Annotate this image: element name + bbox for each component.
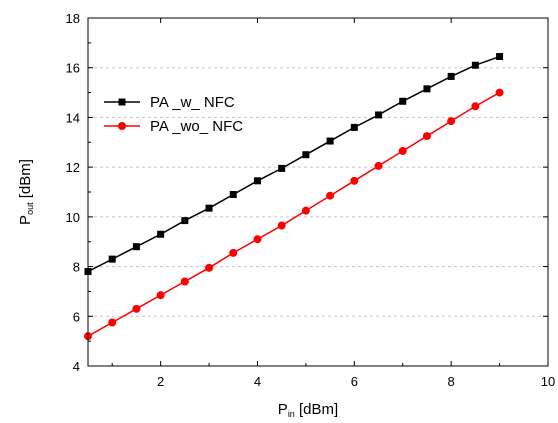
y-axis-label: Pout [dBm]: [17, 159, 35, 225]
data-point: [277, 221, 286, 230]
x-tick-label-2: 2: [157, 374, 164, 389]
series-line-1: [87, 55, 500, 273]
data-point: [181, 217, 189, 225]
legend-label-series-2: PA _wo_ NFC: [150, 118, 243, 135]
data-point: [375, 111, 383, 119]
legend: PA _w_ NFC PA _wo_ NFC: [104, 94, 243, 135]
axis-ticks: 4 6 8 10 12 14 16 18 2 4 6 8 10: [66, 11, 556, 389]
data-point: [157, 230, 165, 238]
series-layer: [84, 53, 504, 341]
data-point: [253, 177, 261, 185]
data-point: [447, 117, 456, 126]
legend-marker-series-1: [118, 98, 126, 106]
data-point: [471, 102, 480, 111]
data-point: [253, 235, 262, 244]
data-point: [447, 72, 455, 80]
data-point: [350, 123, 358, 131]
y-tick-label-16: 16: [66, 61, 80, 76]
x-tick-label-10: 10: [541, 374, 555, 389]
y-tick-label-18: 18: [66, 11, 80, 26]
data-point: [108, 255, 116, 263]
x-tick-label-6: 6: [351, 374, 358, 389]
data-point: [205, 263, 214, 272]
y-tick-label-14: 14: [66, 110, 80, 125]
x-axis-label: Pin [dBm]: [278, 401, 338, 419]
y-axis-label-unit: [dBm]: [17, 159, 34, 202]
data-point: [108, 318, 117, 327]
y-tick-label-10: 10: [66, 210, 80, 225]
series-line-2: [87, 91, 500, 337]
data-point: [350, 176, 359, 185]
data-point: [496, 53, 504, 61]
data-point: [422, 132, 431, 141]
data-point: [180, 277, 189, 286]
y-axis-label-main: P: [17, 215, 34, 225]
plot-frame: [87, 17, 549, 367]
y-tick-label-4: 4: [73, 359, 80, 374]
data-point: [326, 191, 335, 200]
data-point: [132, 243, 140, 251]
data-point: [471, 61, 479, 69]
y-axis-label-sub: out: [25, 202, 35, 215]
y-tick-label-8: 8: [73, 260, 80, 275]
data-point: [229, 190, 237, 198]
y-tick-label-6: 6: [73, 309, 80, 324]
x-axis-label-main: P: [278, 401, 288, 418]
data-point: [229, 248, 238, 257]
data-point: [132, 304, 141, 313]
y-tick-label-12: 12: [66, 160, 80, 175]
data-point: [302, 151, 310, 159]
data-point: [301, 206, 310, 215]
data-point: [326, 137, 334, 145]
grid-lines: [88, 67, 548, 317]
legend-label-series-1: PA _w_ NFC: [150, 94, 235, 111]
data-point: [398, 146, 407, 155]
data-point: [399, 97, 407, 105]
x-axis-label-unit: [dBm]: [295, 401, 338, 418]
data-point: [495, 88, 504, 97]
series-2: [84, 88, 504, 341]
series-1: [84, 53, 504, 276]
legend-marker-series-2: [118, 122, 126, 130]
data-point: [205, 204, 213, 212]
data-point: [423, 85, 431, 93]
x-axis-label-sub: in: [288, 409, 295, 419]
data-point: [374, 161, 383, 170]
x-tick-label-8: 8: [448, 374, 455, 389]
x-tick-label-4: 4: [254, 374, 261, 389]
data-point: [278, 164, 286, 172]
data-point: [156, 291, 165, 300]
